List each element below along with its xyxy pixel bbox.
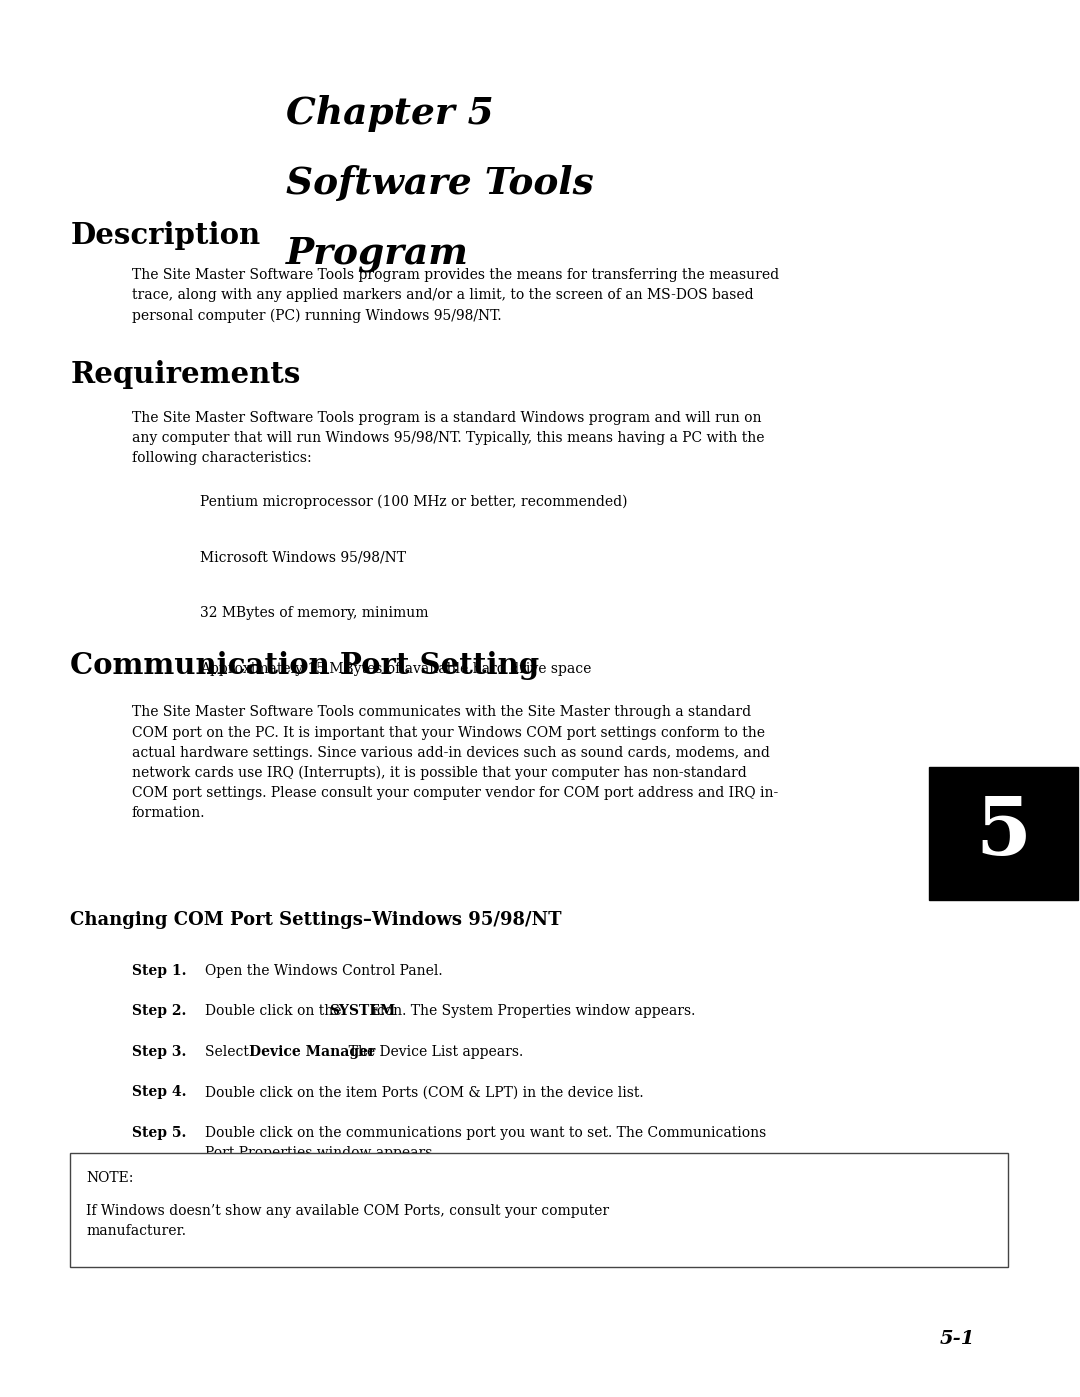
Text: Step 3.: Step 3.: [132, 1045, 186, 1059]
Text: Device Manager: Device Manager: [248, 1045, 375, 1059]
Text: . The Device List appears.: . The Device List appears.: [340, 1045, 523, 1059]
Text: Software Tools: Software Tools: [286, 165, 594, 203]
Text: Program: Program: [286, 235, 469, 272]
Text: icon. The System Properties window appears.: icon. The System Properties window appea…: [368, 1004, 696, 1018]
Text: Communication Port Setting: Communication Port Setting: [70, 651, 539, 680]
Text: Step 5.: Step 5.: [132, 1126, 186, 1140]
Text: SYSTEM: SYSTEM: [329, 1004, 395, 1018]
Text: 32 MBytes of memory, minimum: 32 MBytes of memory, minimum: [200, 606, 429, 620]
Text: If Windows doesn’t show any available COM Ports, consult your computer
manufactu: If Windows doesn’t show any available CO…: [86, 1204, 609, 1238]
Text: The Site Master Software Tools program is a standard Windows program and will ru: The Site Master Software Tools program i…: [132, 411, 765, 465]
Text: Pentium microprocessor (100 MHz or better, recommended): Pentium microprocessor (100 MHz or bette…: [200, 495, 627, 509]
Text: The Site Master Software Tools program provides the means for transferring the m: The Site Master Software Tools program p…: [132, 268, 779, 323]
Text: Step 1.: Step 1.: [132, 964, 186, 978]
Text: Requirements: Requirements: [70, 360, 300, 390]
Text: Step 2.: Step 2.: [132, 1004, 186, 1018]
Bar: [70, 1153, 1008, 1267]
Text: Microsoft Windows 95/98/NT: Microsoft Windows 95/98/NT: [200, 550, 406, 564]
Bar: [929, 767, 1078, 900]
Text: Approximately 15 MBytes of available hard drive space: Approximately 15 MBytes of available har…: [200, 662, 591, 676]
Text: Step 4.: Step 4.: [132, 1085, 186, 1099]
Text: Select: Select: [205, 1045, 254, 1059]
Text: Description: Description: [70, 221, 260, 250]
Text: 5-1: 5-1: [940, 1330, 975, 1348]
Text: NOTE:: NOTE:: [86, 1171, 134, 1185]
Text: The Site Master Software Tools communicates with the Site Master through a stand: The Site Master Software Tools communica…: [132, 705, 778, 820]
Text: Double click on the: Double click on the: [205, 1004, 346, 1018]
Text: Double click on the communications port you want to set. The Communications
Port: Double click on the communications port …: [205, 1126, 767, 1160]
Text: Changing COM Port Settings–Windows 95/98/NT: Changing COM Port Settings–Windows 95/98…: [70, 911, 562, 929]
Text: Chapter 5: Chapter 5: [286, 95, 494, 131]
Text: Double click on the item Ports (COM & LPT) in the device list.: Double click on the item Ports (COM & LP…: [205, 1085, 644, 1099]
Text: 5: 5: [975, 795, 1031, 872]
Text: Open the Windows Control Panel.: Open the Windows Control Panel.: [205, 964, 443, 978]
